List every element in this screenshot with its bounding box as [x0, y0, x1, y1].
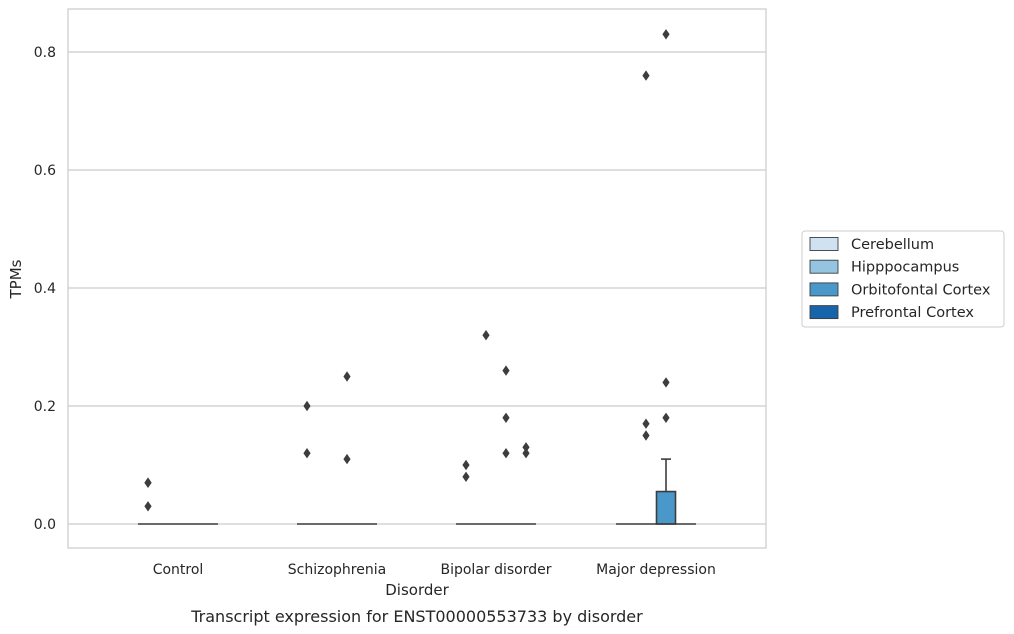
legend: Cerebellum Hipppocampus Orbitofontal Corte…	[801, 230, 1005, 328]
outlier-point	[642, 430, 650, 441]
y-tick-label: 0.8	[34, 45, 56, 61]
outlier-point	[144, 477, 152, 488]
legend-label: Prefrontal Cortex	[851, 305, 974, 321]
legend-label: Orbitofontal Cortex	[851, 282, 991, 298]
outlier-point	[642, 70, 650, 81]
outlier-point	[343, 453, 351, 465]
outlier-point	[662, 29, 670, 40]
x-tick-label: Major depression	[596, 562, 716, 578]
x-tick-label: Bipolar disorder	[440, 562, 551, 578]
y-tick-label: 0.4	[34, 281, 56, 297]
legend-label: Cerebellum	[851, 237, 934, 253]
x-tick-label: Control	[153, 562, 204, 578]
outlier-point	[502, 365, 510, 376]
y-tick-label: 0.6	[34, 163, 56, 179]
outliers	[144, 29, 670, 512]
legend-swatch	[809, 237, 839, 251]
outlier-point	[303, 448, 311, 459]
chart-caption: Transcript expression for ENST0000055373…	[190, 607, 643, 626]
outlier-point	[502, 448, 510, 459]
outlier-point	[662, 377, 670, 388]
x-axis-label: Disorder	[385, 581, 449, 599]
outlier-point	[462, 459, 470, 471]
y-tick-labels: 0.0 0.2 0.4 0.6 0.8	[34, 45, 56, 533]
outlier-point	[502, 412, 510, 423]
outlier-point	[522, 442, 530, 453]
outlier-point	[303, 400, 311, 412]
outlier-point	[662, 412, 670, 423]
legend-swatch	[809, 305, 839, 320]
legend-label: Hipppocampus	[851, 260, 959, 276]
outlier-point	[522, 448, 530, 459]
box-body	[655, 490, 677, 525]
legend-frame	[801, 230, 1005, 328]
box-orbitofontal-cortex	[655, 458, 677, 525]
boxes	[138, 458, 696, 525]
outlier-point	[482, 330, 490, 341]
y-tick-label: 0.0	[34, 517, 56, 533]
outlier-point	[343, 371, 351, 382]
outlier-point	[462, 471, 470, 482]
outlier-point	[144, 501, 152, 512]
legend-swatch	[809, 259, 839, 274]
outlier-point	[642, 418, 650, 429]
y-tick-label: 0.2	[34, 399, 56, 415]
x-tick-label: Schizophrenia	[288, 562, 386, 578]
x-tick-labels: Control Schizophrenia Bipolar disorder Majo…	[153, 562, 716, 578]
plot-frame	[67, 8, 767, 549]
legend-swatch	[809, 282, 839, 297]
y-axis-label: TPMs	[7, 259, 25, 299]
